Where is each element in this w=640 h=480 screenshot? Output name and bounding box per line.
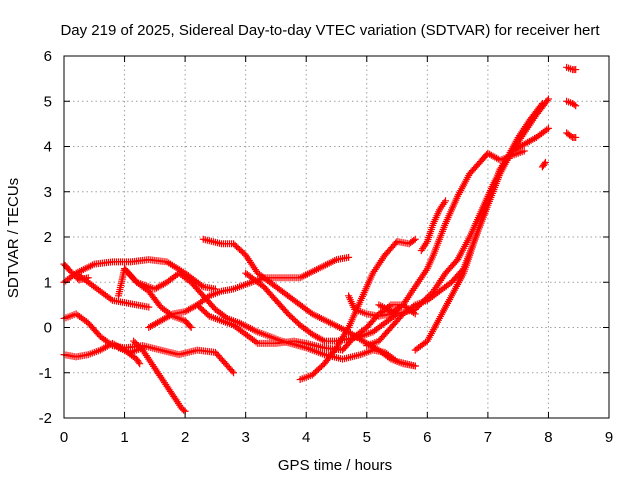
data-point [411,305,419,313]
y-tick-label: 1 [44,274,52,291]
data-point [572,102,580,110]
y-axis-label: SDTVAR / TECUs [5,178,22,298]
series-track-24 [563,129,580,141]
series-track-3 [72,269,153,311]
data-point [385,354,393,362]
series-track-7 [130,337,189,415]
data-point [319,336,327,344]
series-track-22 [563,63,580,74]
x-tick-label: 3 [241,429,249,446]
data-point [187,324,195,331]
data-point [540,160,548,168]
data-point [570,101,578,109]
data-point [130,337,138,345]
data-point [171,394,179,402]
data-point [442,197,449,205]
data-point [416,301,424,309]
data-point [204,311,212,319]
data-point [420,296,428,304]
chart-title: Day 219 of 2025, Sidereal Day-to-day VTE… [60,22,600,39]
y-tick-label: 4 [44,139,52,156]
data-point [66,267,74,275]
data-point [413,304,421,312]
x-tick-label: 5 [363,429,371,446]
data-point [422,295,430,303]
data-point [107,295,115,303]
x-tick-label: 6 [423,429,431,446]
data-point [134,342,142,350]
data-point [136,343,144,351]
data-point [145,303,153,311]
y-tick-label: 6 [44,48,52,65]
data-point [230,369,238,377]
y-tick-label: 0 [44,320,52,337]
data-point [135,358,143,366]
data-point [543,97,551,105]
data-point [228,367,236,375]
y-tick-label: -1 [39,365,52,382]
x-tick-label: 2 [181,429,189,446]
x-tick-label: 0 [60,429,68,446]
data-point [537,101,545,109]
series-track-19 [375,100,546,318]
data-point [538,100,546,108]
x-tick-label: 4 [302,429,310,446]
data-point [68,268,76,276]
data-point [572,66,580,74]
data-point [423,293,431,301]
data-point [411,362,419,370]
data-point [543,126,551,134]
data-point [397,302,405,310]
data-point [425,292,433,300]
data-point [414,302,422,310]
x-tick-label: 1 [120,429,128,446]
x-tick-label: 7 [484,429,492,446]
data-point [167,311,175,319]
data-point [417,299,425,307]
x-axis-label: GPS time / hours [278,457,392,474]
x-tick-label: 9 [605,429,613,446]
data-point [541,158,549,166]
series-track-23 [563,97,580,110]
y-tick-label: -2 [39,410,52,427]
data-point [186,322,194,330]
data-point [392,239,400,247]
y-tick-label: 5 [44,93,52,110]
data-point [180,406,188,414]
y-tick-label: 2 [44,229,52,246]
data-point [426,290,434,298]
data-point [544,95,552,103]
series-track-15 [242,269,401,345]
series-track-21 [538,158,549,171]
data-point [567,132,575,140]
y-tick-label: 3 [44,184,52,201]
series-track-14 [296,235,419,384]
data-point [520,147,528,155]
data-point [345,253,353,261]
x-tick-label: 8 [544,429,552,446]
data-point [410,236,418,244]
series-track-20 [417,197,449,255]
data-point [419,298,427,306]
data-point [572,133,580,141]
axis-ticks: 0 1 2 3 4 5 6 7 8 9 -2 -1 0 1 2 3 4 5 6 [39,48,614,446]
series-track-4 [60,310,238,377]
data-point [131,339,139,347]
series-track-16 [345,147,528,320]
data-point [198,282,206,290]
data-point [544,124,552,132]
data-point [133,340,141,348]
data-point [204,293,212,301]
data-markers [60,63,580,415]
data-point [411,235,419,243]
gridlines [64,56,609,418]
data-point [252,338,260,346]
data-point [136,360,144,368]
